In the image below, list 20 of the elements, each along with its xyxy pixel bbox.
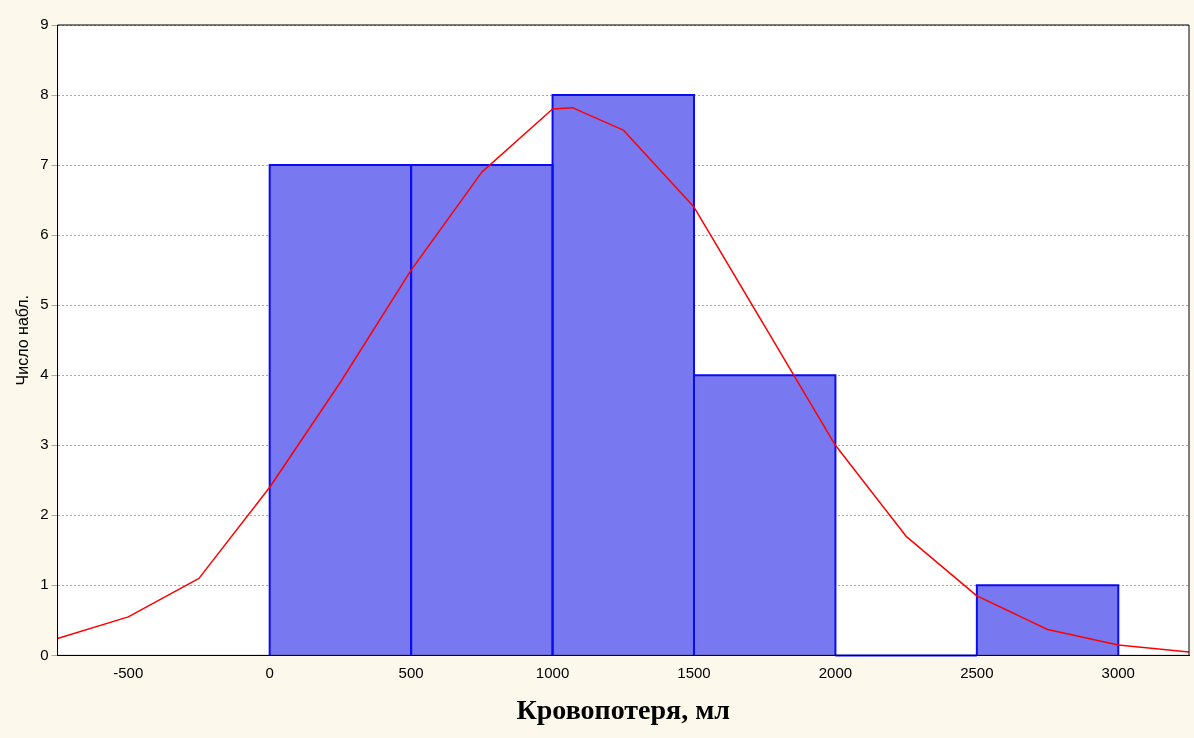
y-tick-label: 2 (40, 505, 49, 523)
x-tick-label: 500 (398, 663, 424, 681)
y-tick-label: 6 (40, 225, 49, 243)
x-tick-label: 3000 (1101, 663, 1135, 681)
y-axis-title: Число набл. (14, 294, 32, 386)
y-tick-label: 3 (40, 435, 49, 453)
x-axis-title: Кровопотеря, мл (516, 694, 731, 726)
x-tick-label: 2500 (960, 663, 994, 681)
x-tick-label: 1500 (677, 663, 711, 681)
x-tick-label: 2000 (818, 663, 853, 681)
y-tick-label: 1 (40, 575, 49, 593)
y-tick-label: 7 (40, 155, 49, 173)
x-tick-label: 0 (265, 663, 274, 681)
x-tick-label: -500 (113, 663, 144, 681)
y-tick-label: 9 (40, 15, 49, 33)
y-tick-label: 5 (40, 295, 49, 313)
x-tick-label: 1000 (535, 663, 570, 681)
y-tick-label: 0 (40, 645, 49, 663)
y-tick-label: 8 (40, 85, 49, 103)
y-tick-label: 4 (40, 365, 49, 383)
